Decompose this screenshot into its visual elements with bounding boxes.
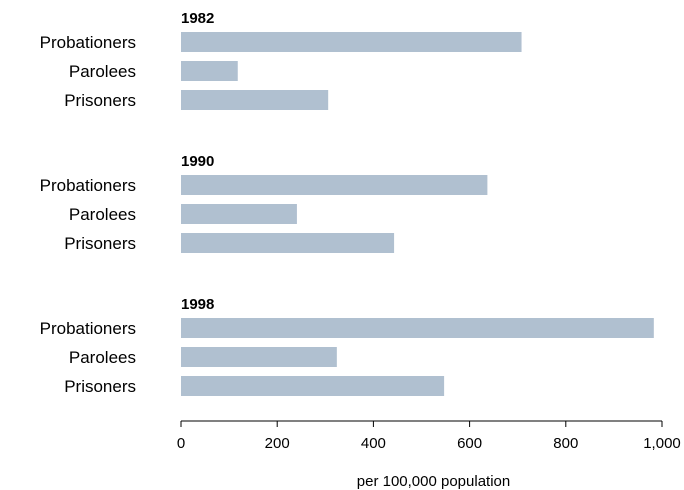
group-title: 1990 <box>181 153 214 170</box>
x-tick-label: 600 <box>457 435 482 452</box>
bar-1990-probationers <box>181 175 488 195</box>
category-label-parolees: Parolees <box>69 62 136 81</box>
x-tick-label: 800 <box>553 435 578 452</box>
category-label-parolees: Parolees <box>69 348 136 367</box>
category-label-probationers: Probationers <box>40 176 136 195</box>
x-tick-label: 200 <box>265 435 290 452</box>
bar-groups: 1982 Probationers Parolees Prisoners 1990 Pro… <box>40 10 654 396</box>
category-label-prisoners: Prisoners <box>64 234 136 253</box>
bar-1998-probationers <box>181 318 654 338</box>
bar-1982-parolees <box>181 61 238 81</box>
x-tick-label: 1,000 <box>643 435 681 452</box>
bar-group-1982: 1982 Probationers Parolees Prisoners <box>40 10 522 110</box>
bar-1990-parolees <box>181 204 297 224</box>
group-title: 1982 <box>181 10 214 27</box>
bar-1982-prisoners <box>181 90 329 110</box>
bar-group-1990: 1990 Probationers Parolees Prisoners <box>40 153 488 253</box>
x-tick-label: 0 <box>177 435 185 452</box>
x-axis: 0 200 400 600 800 1,000 <box>177 420 681 452</box>
category-label-parolees: Parolees <box>69 205 136 224</box>
bar-1982-probationers <box>181 32 522 52</box>
group-title: 1998 <box>181 296 214 313</box>
bar-1998-prisoners <box>181 376 445 396</box>
category-label-prisoners: Prisoners <box>64 91 136 110</box>
bar-group-1998: 1998 Probationers Parolees Prisoners <box>40 296 654 396</box>
category-label-probationers: Probationers <box>40 33 136 52</box>
category-label-prisoners: Prisoners <box>64 377 136 396</box>
x-axis-title: per 100,000 population <box>357 473 510 490</box>
category-label-probationers: Probationers <box>40 319 136 338</box>
bar-1998-parolees <box>181 347 337 367</box>
bar-1990-prisoners <box>181 233 395 253</box>
x-tick-label: 400 <box>361 435 386 452</box>
